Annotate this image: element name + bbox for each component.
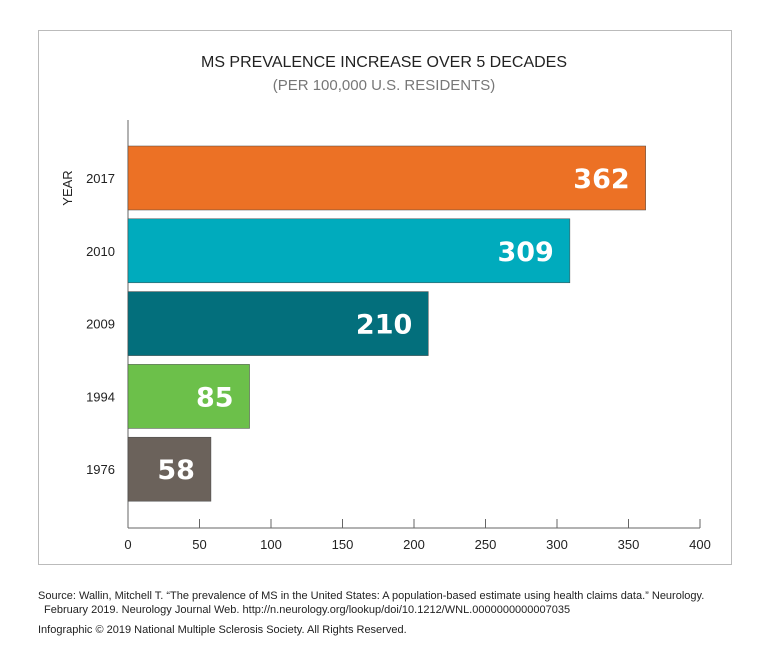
- y-tick-label: 2017: [86, 171, 115, 186]
- copyright: Infographic © 2019 National Multiple Scl…: [38, 624, 407, 636]
- x-tick-label: 250: [475, 537, 497, 552]
- x-tick-label: 350: [618, 537, 640, 552]
- x-tick-label: 300: [546, 537, 568, 552]
- x-tick-label: 100: [260, 537, 282, 552]
- chart-frame: [38, 30, 732, 565]
- x-tick-label: 50: [192, 537, 206, 552]
- y-tick-label: 2009: [86, 317, 115, 332]
- x-tick-label: 400: [689, 537, 711, 552]
- x-tick-label: 200: [403, 537, 425, 552]
- chart-subtitle: (PER 100,000 U.S. RESIDENTS): [272, 77, 496, 94]
- bar-1994: [127, 364, 250, 429]
- source-line-1: Source: Wallin, Mitchell T. “The prevale…: [38, 590, 705, 602]
- y-axis-label: YEAR: [60, 170, 75, 205]
- bar-value-label: 309: [497, 237, 553, 268]
- bar-value-label: 362: [573, 164, 629, 195]
- y-tick-label: 1994: [86, 389, 115, 404]
- x-tick-label: 150: [332, 537, 354, 552]
- bar-2010: [127, 218, 571, 284]
- bar-value-label: 210: [356, 310, 412, 341]
- bar-1976: [127, 436, 212, 502]
- y-tick-label: 2010: [86, 244, 115, 259]
- bar-value-label: 58: [157, 455, 195, 486]
- chart-title: MS PREVALENCE INCREASE OVER 5 DECADES: [200, 54, 568, 71]
- y-tick-label: 1976: [86, 462, 115, 477]
- bar-value-label: 85: [196, 382, 234, 413]
- x-tick-label: 0: [124, 537, 131, 552]
- bar-2009: [127, 291, 429, 356]
- source-line-2: February 2019. Neurology Journal Web. ht…: [44, 604, 571, 616]
- bar-2017: [127, 145, 646, 211]
